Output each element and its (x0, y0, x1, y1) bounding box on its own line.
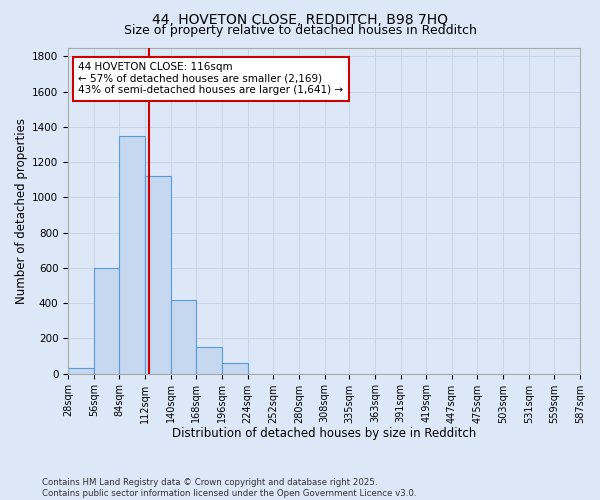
Text: 44 HOVETON CLOSE: 116sqm
← 57% of detached houses are smaller (2,169)
43% of sem: 44 HOVETON CLOSE: 116sqm ← 57% of detach… (79, 62, 344, 96)
Bar (222, 363, 248, 374)
Bar (170, 300, 196, 374)
Bar (119, 136, 145, 374)
Bar (94, 268, 119, 374)
Text: Contains HM Land Registry data © Crown copyright and database right 2025.
Contai: Contains HM Land Registry data © Crown c… (42, 478, 416, 498)
X-axis label: Distribution of detached houses by size in Redditch: Distribution of detached houses by size … (172, 427, 476, 440)
Text: 44, HOVETON CLOSE, REDDITCH, B98 7HQ: 44, HOVETON CLOSE, REDDITCH, B98 7HQ (152, 12, 448, 26)
Y-axis label: Number of detached properties: Number of detached properties (15, 118, 28, 304)
Bar (145, 176, 170, 374)
Bar (196, 347, 222, 374)
Bar (68, 368, 94, 374)
Text: Size of property relative to detached houses in Redditch: Size of property relative to detached ho… (124, 24, 476, 37)
